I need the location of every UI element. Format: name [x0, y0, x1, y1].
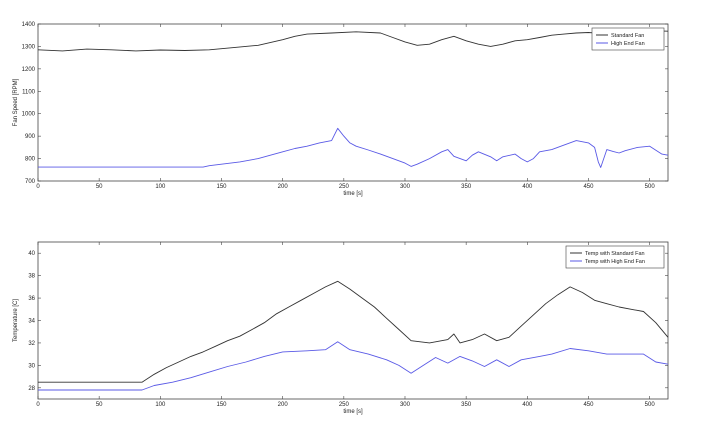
- plot-frame: [37, 23, 669, 182]
- x-tick-label: 350: [461, 402, 472, 408]
- series-line-2: [38, 341, 669, 391]
- x-tick-label: 300: [400, 184, 411, 190]
- x-tick-label: 100: [155, 184, 166, 190]
- chart-panel-1: 0 50 100 150 200 250 300 350 400 450 500 700 800 900 1…: [13, 22, 669, 197]
- x-tick-label: 250: [339, 402, 350, 408]
- x-tick-label: 50: [96, 402, 103, 408]
- series-line-1: [37, 30, 669, 52]
- x-tick-label: 150: [216, 184, 227, 190]
- x-tick-label: 0: [36, 184, 40, 190]
- y-tick-label: 40: [28, 251, 35, 257]
- y-tick-label: 38: [28, 274, 35, 280]
- y-axis-label: Temperature [C]: [13, 299, 19, 342]
- y-axis-label: Fan Speed [RPM]: [13, 78, 19, 126]
- y-tick-label: 700: [25, 179, 36, 185]
- y-tick-label: 30: [28, 363, 35, 369]
- y-tick-label: 1100: [22, 89, 36, 95]
- x-axis-label: time [s]: [343, 409, 363, 415]
- x-tick-label: 300: [400, 402, 411, 408]
- legend-box: [591, 27, 665, 51]
- x-tick-label: 200: [278, 402, 289, 408]
- x-tick-label: 450: [583, 184, 594, 190]
- x-tick-label: 100: [155, 402, 166, 408]
- series-line-1: [38, 280, 669, 383]
- y-tick-label: 1400: [22, 22, 36, 28]
- legend-entry: High End Fan: [611, 41, 645, 47]
- x-tick-label: 400: [522, 184, 533, 190]
- plot-frame: [37, 241, 669, 400]
- legend-box: [565, 245, 665, 269]
- x-tick-label: 250: [339, 184, 350, 190]
- x-axis-label: time [s]: [343, 191, 363, 197]
- legend: Temp with Standard Fan Temp with High End…: [565, 245, 665, 269]
- y-tick-label: 34: [28, 319, 35, 325]
- x-tick-label: 500: [645, 184, 656, 190]
- legend-entry: Temp with High End Fan: [585, 259, 645, 265]
- x-tick-label: 150: [216, 402, 227, 408]
- x-tick-label: 500: [645, 402, 656, 408]
- x-tick-label: 200: [278, 184, 289, 190]
- legend: Standard Fan High End Fan: [591, 27, 665, 51]
- series-line-2: [38, 127, 669, 168]
- y-tick-label: 1200: [22, 67, 36, 73]
- x-tick-label: 50: [96, 184, 103, 190]
- chart-panel-2: 0 50 100 150 200 250 300 350 400 450 500 28 30 32 34 36…: [13, 241, 669, 415]
- y-tick-label: 800: [25, 157, 36, 163]
- y-tick-label: 36: [28, 296, 35, 302]
- x-tick-label: 450: [583, 402, 594, 408]
- y-tick-label: 32: [28, 341, 35, 347]
- legend-entry: Temp with Standard Fan: [585, 251, 645, 257]
- x-tick-label: 0: [36, 402, 40, 408]
- legend-entry: Standard Fan: [611, 33, 644, 39]
- x-tick-label: 400: [522, 402, 533, 408]
- y-tick-label: 1000: [22, 112, 36, 118]
- y-tick-label: 28: [28, 386, 35, 392]
- x-tick-label: 350: [461, 184, 472, 190]
- y-tick-label: 900: [25, 134, 36, 140]
- y-tick-label: 1300: [22, 44, 36, 50]
